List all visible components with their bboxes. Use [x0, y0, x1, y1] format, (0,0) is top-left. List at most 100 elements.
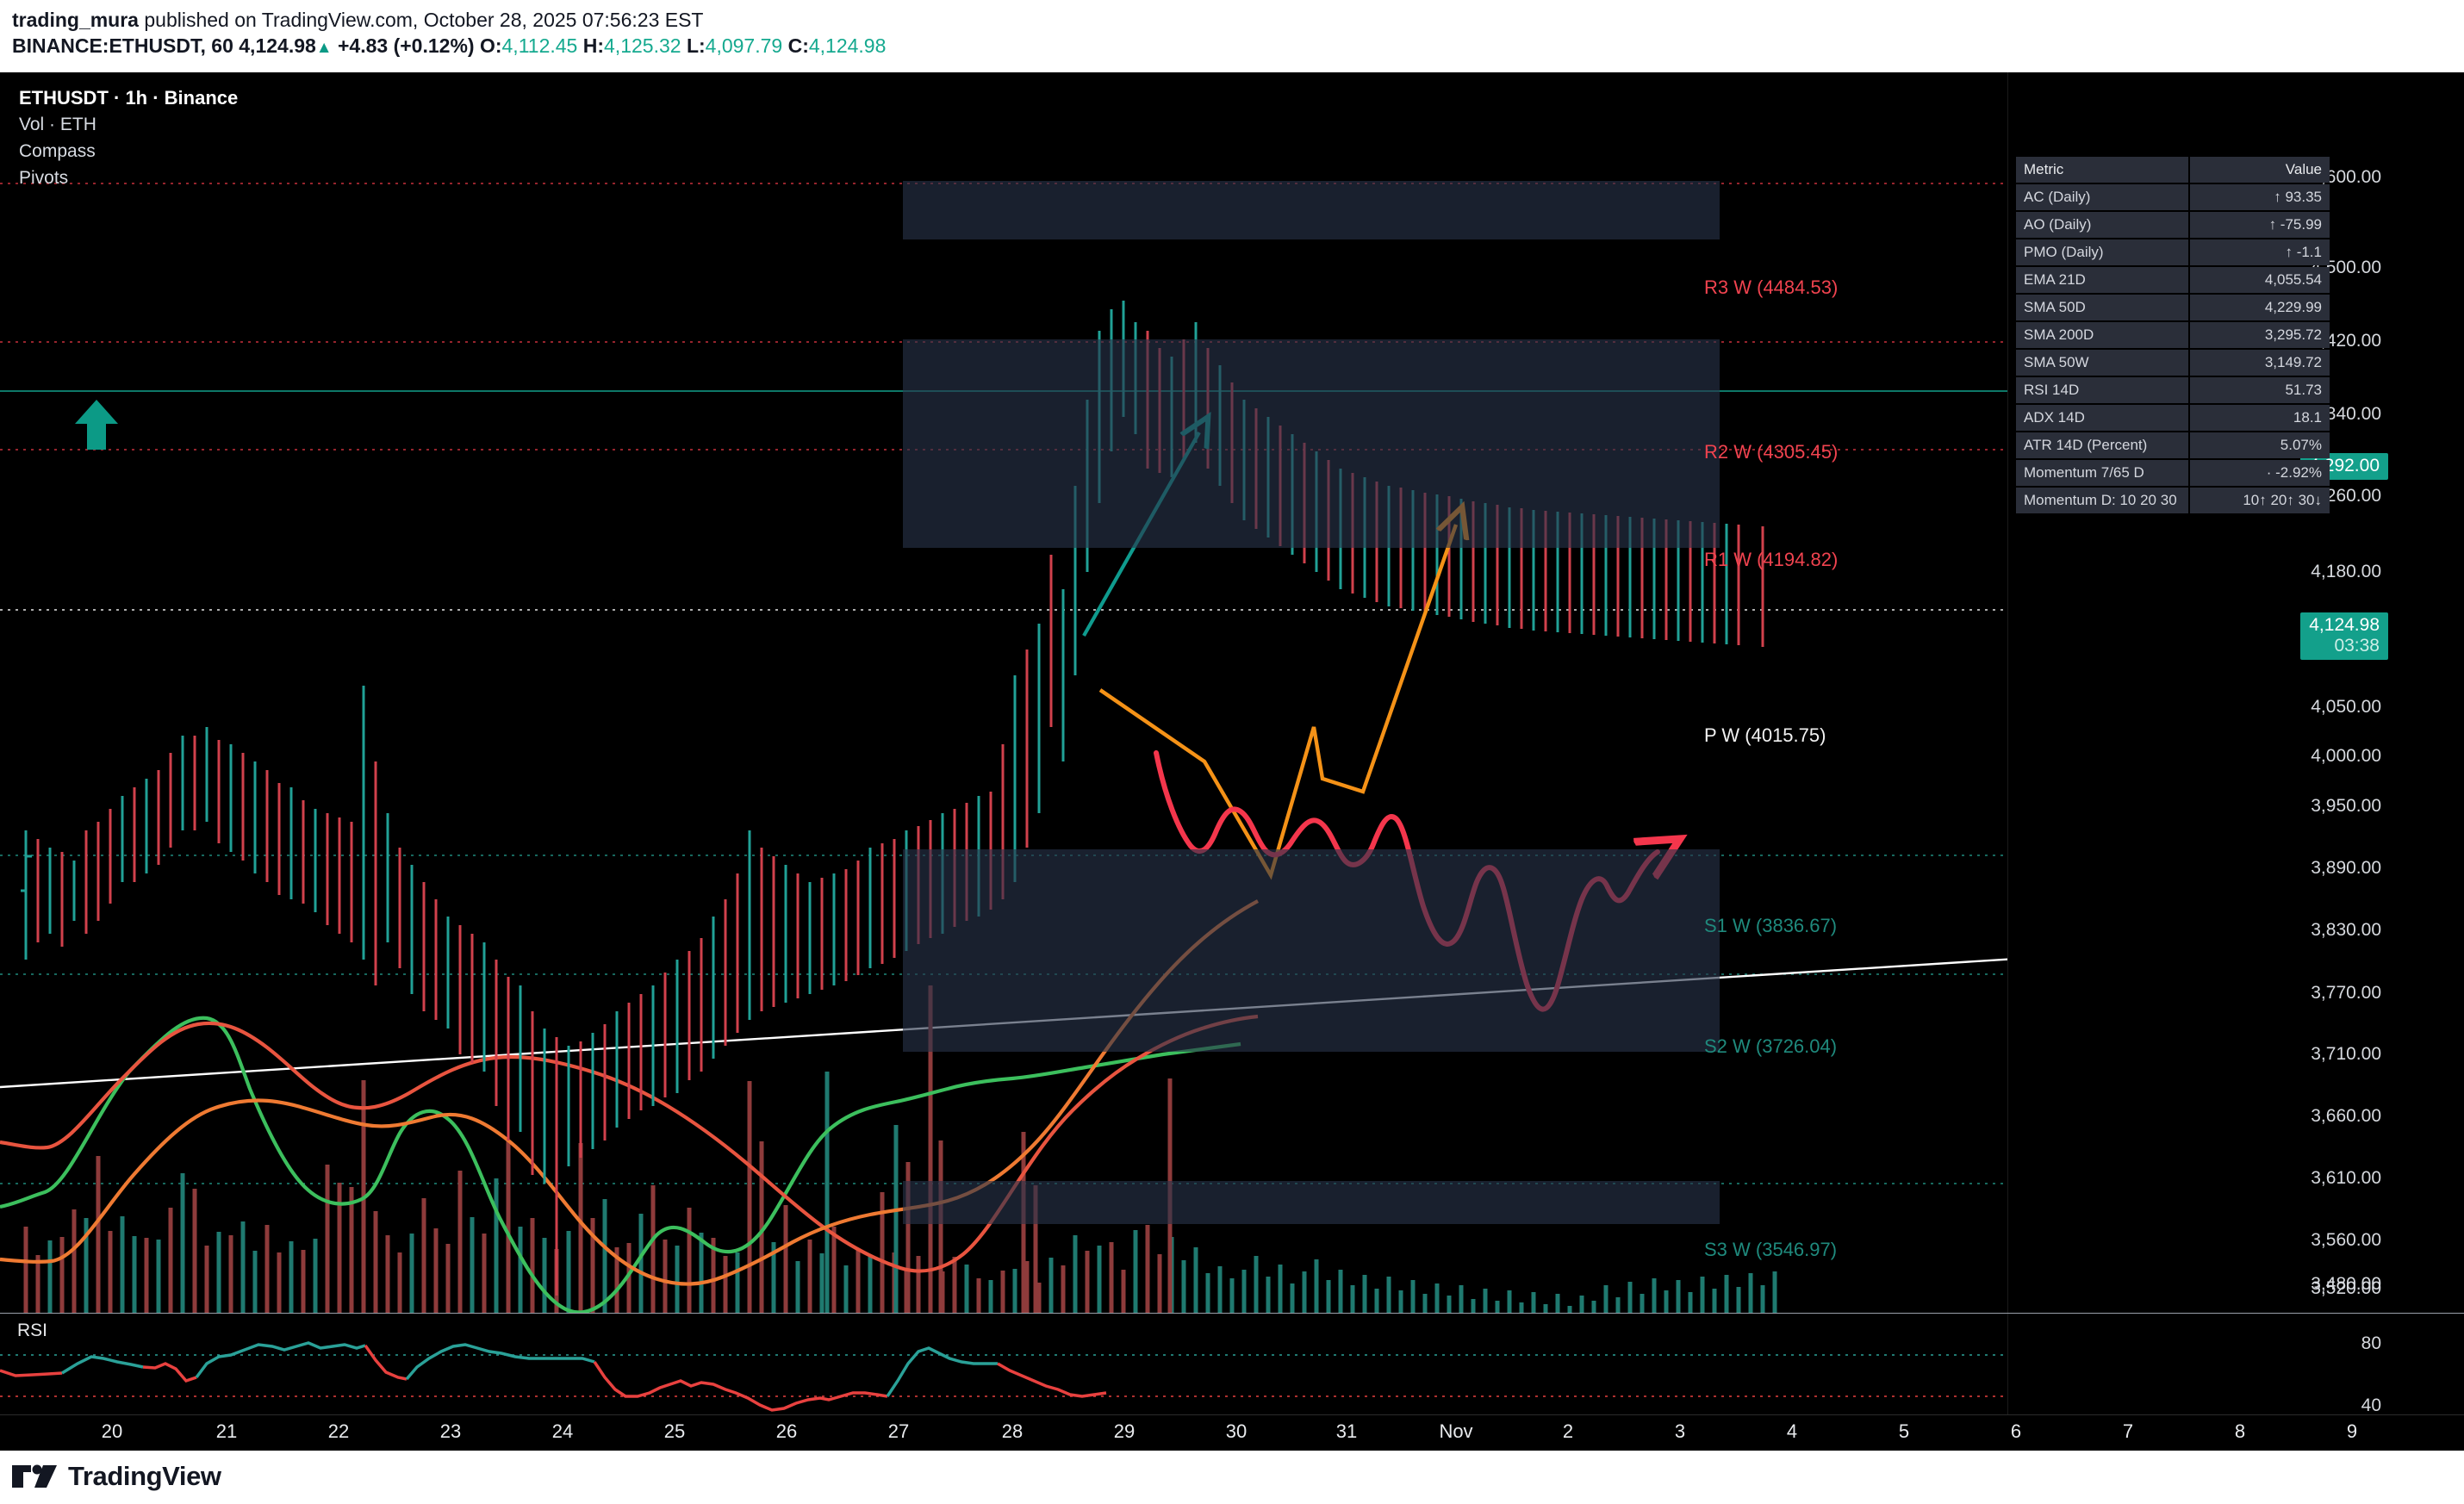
metric-name: RSI 14D — [2016, 377, 2188, 403]
close-value: 4,124.98 — [808, 34, 887, 57]
price-tick: 3,560.00 — [2311, 1230, 2381, 1250]
rsi-tick-40: 40 — [2361, 1395, 2381, 1415]
metrics-col-metric: Metric — [2016, 157, 2188, 183]
price-tick: 3,950.00 — [2311, 796, 2381, 816]
time-tick: 22 — [327, 1420, 350, 1442]
metric-name: SMA 50W — [2016, 350, 2188, 376]
rsi-pane[interactable]: RSI — [0, 1313, 2007, 1414]
publication-header: trading_mura published on TradingView.co… — [0, 0, 2464, 72]
table-row: SMA 50D 4,229.99 — [2016, 295, 2330, 320]
price-tick: 3,520.00 — [2311, 1278, 2381, 1298]
plot-svg — [0, 183, 2007, 1313]
zone-r3 — [903, 181, 1720, 239]
last-price-badge-value: 4,124.98 — [2309, 615, 2380, 635]
time-tick: 8 — [2234, 1420, 2246, 1442]
metric-name: AO (Daily) — [2016, 212, 2188, 238]
price-change: +4.83 (+0.12%) — [338, 34, 475, 57]
price-tick: 4,180.00 — [2311, 562, 2381, 581]
published-text: published on TradingView.com, October 28… — [144, 9, 704, 31]
tradingview-logo-icon: TradingView — [12, 1461, 221, 1492]
metric-name: Momentum D: 10 20 30 — [2016, 488, 2188, 513]
rsi-line-up-4 — [886, 1346, 998, 1397]
time-tick: 9 — [2346, 1420, 2358, 1442]
metric-name: EMA 21D — [2016, 267, 2188, 293]
zone-s1-s2 — [903, 849, 1720, 1052]
time-tick: 4 — [1786, 1420, 1798, 1442]
time-tick: 5 — [1898, 1420, 1910, 1442]
volume-histogram — [23, 985, 1777, 1313]
brand-name: TradingView — [68, 1461, 221, 1491]
legend-volume[interactable]: Vol · ETH — [19, 115, 96, 134]
metric-name: Momentum 7/65 D — [2016, 460, 2188, 486]
pivot-label-r1: R1 W (4194.82) — [1704, 549, 1839, 570]
price-tick: 3,890.00 — [2311, 858, 2381, 878]
metric-value: ↑ 93.35 — [2190, 184, 2330, 210]
time-axis[interactable]: 20 21 22 23 24 25 26 27 28 29 30 31 Nov … — [0, 1414, 2464, 1451]
table-row: RSI 14D 51.73 — [2016, 377, 2330, 403]
time-tick: 20 — [101, 1420, 123, 1442]
metric-value: 4,229.99 — [2190, 295, 2330, 320]
chart-area[interactable]: ETHUSDT · 1h · Binance Vol · ETH Compass… — [0, 72, 2464, 1451]
table-row: ATR 14D (Percent) 5.07% — [2016, 432, 2330, 458]
high-value: 4,125.32 — [604, 34, 681, 57]
table-row: Momentum 7/65 D · -2.92% — [2016, 460, 2330, 486]
legend-pivots[interactable]: Pivots — [19, 168, 69, 188]
rsi-line-down-1 — [0, 1369, 63, 1377]
last-price-badge: 4,124.98 03:38 — [2300, 612, 2388, 660]
table-row: Momentum D: 10 20 30 10↑ 20↑ 30↓ — [2016, 488, 2330, 513]
rsi-axis-separator — [2007, 1313, 2464, 1314]
price-tick: 3,610.00 — [2311, 1168, 2381, 1188]
rsi-line-down-5 — [997, 1362, 1107, 1398]
pivot-lines — [0, 183, 2007, 1184]
rsi-line-up-2 — [195, 1341, 366, 1379]
time-tick: 30 — [1225, 1420, 1248, 1442]
price-tick: 4,000.00 — [2311, 746, 2381, 766]
table-row: EMA 21D 4,055.54 — [2016, 267, 2330, 293]
metric-value: 3,149.72 — [2190, 350, 2330, 376]
pivot-label-s2: S2 W (3726.04) — [1704, 1035, 1838, 1057]
low-label: L: — [686, 34, 706, 57]
price-plot[interactable] — [0, 72, 2007, 1313]
rsi-line-down-4 — [593, 1361, 888, 1412]
rsi-tick-80: 80 — [2361, 1333, 2381, 1353]
time-tick: 26 — [775, 1420, 798, 1442]
metric-value: · -2.92% — [2190, 460, 2330, 486]
legend-compass[interactable]: Compass — [19, 141, 96, 161]
pivot-label-r2: R2 W (4305.45) — [1704, 441, 1839, 463]
metrics-panel[interactable]: Metric Value AC (Daily) ↑ 93.35 AO (Daily… — [2014, 155, 2331, 515]
time-tick: 29 — [1113, 1420, 1136, 1442]
open-value: 4,112.45 — [501, 34, 578, 57]
last-price-badge-timer: 03:38 — [2334, 636, 2380, 656]
price-tick: 3,830.00 — [2311, 920, 2381, 940]
price-tick-last: 3,480.00 — [2311, 1274, 2381, 1294]
author-name: trading_mura — [12, 9, 139, 31]
metrics-col-value: Value — [2190, 157, 2330, 183]
time-tick: 31 — [1335, 1420, 1358, 1442]
high-label: H: — [582, 34, 605, 57]
metric-value: ↑ -75.99 — [2190, 212, 2330, 238]
open-label: O: — [479, 34, 502, 57]
legend-symbol[interactable]: ETHUSDT · 1h · Binance — [19, 87, 239, 109]
last-price: 4,124.98 — [239, 34, 316, 57]
metric-value: 3,295.72 — [2190, 322, 2330, 348]
chart-legend: ETHUSDT · 1h · Binance Vol · ETH Compass… — [19, 84, 238, 191]
rsi-label: RSI — [17, 1321, 48, 1340]
time-tick: 6 — [2010, 1420, 2022, 1442]
time-tick: 2 — [1562, 1420, 1574, 1442]
ma-slow-orange — [0, 899, 1259, 1286]
time-tick: 27 — [887, 1420, 910, 1442]
metric-name: AC (Daily) — [2016, 184, 2188, 210]
pivot-label-p: P W (4015.75) — [1704, 724, 1826, 746]
table-row: SMA 200D 3,295.72 — [2016, 322, 2330, 348]
price-tick: 4,050.00 — [2311, 697, 2381, 717]
neutral-zigzag-path — [1098, 525, 1456, 880]
price-tick: 3,770.00 — [2311, 983, 2381, 1003]
metrics-header-row: Metric Value — [2016, 157, 2330, 183]
pivot-label-s1: S1 W (3836.67) — [1704, 915, 1838, 936]
rsi-svg — [0, 1341, 2007, 1412]
metric-name: SMA 200D — [2016, 322, 2188, 348]
pivot-label-s3: S3 W (3546.97) — [1704, 1239, 1838, 1260]
publication-byline: trading_mura published on TradingView.co… — [12, 7, 2464, 33]
metric-value: 18.1 — [2190, 405, 2330, 431]
price-tick: 3,660.00 — [2311, 1106, 2381, 1126]
